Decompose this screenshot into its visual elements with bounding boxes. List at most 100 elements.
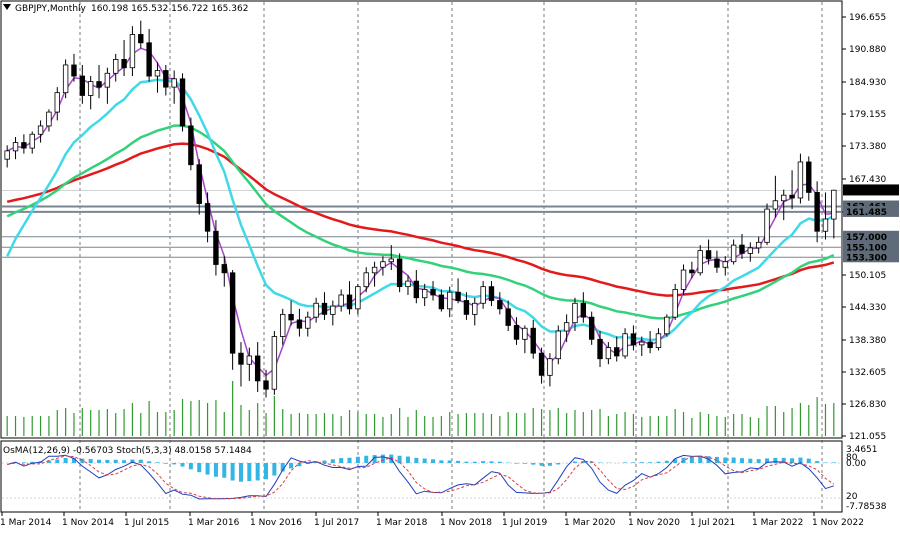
- time-axis-label: 1 Mar 2020: [564, 518, 616, 528]
- osma-bar: [355, 456, 360, 463]
- candle-body: [563, 322, 570, 332]
- candle-body: [62, 64, 69, 94]
- osma-bar: [756, 459, 761, 463]
- osc-axis-label: 20: [846, 492, 858, 502]
- candle-body: [213, 230, 219, 265]
- osma-bar: [205, 463, 210, 475]
- osma-bar: [831, 462, 836, 463]
- time-axis-label: 1 Jul 2019: [502, 518, 547, 528]
- candle-body: [355, 286, 361, 310]
- candle-body: [330, 305, 336, 315]
- osma-bar: [698, 456, 703, 463]
- candle-body: [79, 75, 86, 96]
- price-tag-box: [843, 251, 899, 263]
- candle-body: [405, 280, 411, 288]
- candle-body: [522, 327, 528, 340]
- candle-body: [37, 125, 44, 135]
- osma-bar: [689, 457, 694, 463]
- time-axis-label: 1 Nov 2014: [62, 518, 114, 528]
- candle-body: [21, 142, 27, 149]
- osma-bar: [297, 463, 302, 467]
- osma-bar: [347, 457, 352, 463]
- osma-bar: [230, 463, 235, 481]
- candle-body: [647, 341, 653, 349]
- price-axis-label: 138.380: [849, 336, 886, 346]
- collapse-triangle-icon[interactable]: [3, 4, 11, 10]
- osma-bar: [765, 458, 770, 463]
- osma-bar: [155, 462, 160, 463]
- candle-body: [831, 189, 837, 220]
- candle-body: [371, 266, 378, 274]
- candle-body: [605, 347, 612, 360]
- candle-body: [580, 302, 587, 318]
- candle-body: [822, 218, 829, 232]
- osma-bar: [46, 460, 51, 463]
- osma-bar: [55, 459, 60, 463]
- candle-body: [204, 203, 211, 232]
- candle-body: [46, 111, 52, 127]
- time-axis-label: 1 Nov 2018: [440, 518, 492, 528]
- candle-body: [705, 250, 712, 260]
- osma-bar: [456, 460, 461, 463]
- price-tag-label: 155.100: [846, 243, 887, 253]
- price-tag-label: 165.362: [846, 186, 887, 196]
- candle-body: [29, 133, 35, 149]
- osma-bar: [272, 463, 277, 476]
- candle-body: [572, 302, 578, 324]
- candle-body: [472, 302, 478, 315]
- candle-body: [363, 272, 369, 288]
- candle-body: [463, 300, 470, 315]
- osma-bar: [247, 463, 252, 482]
- candle-body: [747, 247, 754, 254]
- candle-body: [179, 78, 186, 127]
- osma-bar: [422, 458, 427, 463]
- candle-body: [154, 70, 161, 77]
- osma-bar: [581, 461, 586, 463]
- candles: [4, 20, 837, 398]
- oscillator-pane-frame: [0, 440, 843, 513]
- ema200-line: [6, 142, 835, 297]
- candle-body: [413, 280, 420, 299]
- candle-body: [781, 194, 787, 202]
- candle-body: [113, 59, 119, 74]
- osma-bar: [447, 460, 452, 463]
- candle-body: [54, 92, 60, 113]
- candle-body: [221, 264, 227, 274]
- osma-bar: [113, 459, 118, 463]
- osma-bar: [798, 457, 803, 463]
- price-tag-box: [843, 184, 899, 196]
- osma-bar: [681, 457, 686, 463]
- price-tag-box: [843, 230, 899, 242]
- osma-bar: [213, 463, 218, 477]
- osma-bar: [639, 462, 644, 463]
- osma-bar: [673, 459, 678, 463]
- time-axis-label: 1 Mar 2014: [0, 518, 52, 528]
- candle-body: [138, 34, 144, 44]
- osma-bar: [147, 461, 152, 463]
- candle-body: [87, 81, 94, 96]
- osma-bar: [330, 459, 335, 463]
- candle-body: [313, 302, 319, 318]
- osma-bar: [806, 458, 811, 463]
- osma-bar: [522, 463, 527, 464]
- candle-body: [71, 64, 77, 77]
- osma-bar: [431, 459, 436, 463]
- osma-bar: [623, 462, 628, 463]
- osma-bar: [280, 463, 285, 472]
- ema50-line: [6, 78, 835, 342]
- osma-bar: [731, 457, 736, 463]
- osma-bar: [631, 462, 636, 463]
- price-tag-label: 157.000: [846, 233, 887, 243]
- candle-body: [739, 244, 745, 254]
- osma-bar: [489, 461, 494, 463]
- osma-bar: [30, 461, 35, 463]
- osma-bar: [364, 455, 369, 463]
- price-axis-label: 121.055: [849, 432, 886, 442]
- candle-body: [121, 59, 127, 69]
- stoch-signal-line: [7, 455, 835, 500]
- time-axis-label: 1 Mar 2016: [188, 518, 240, 528]
- time-axis-label: 1 Nov 2020: [628, 518, 680, 528]
- candle-body: [346, 294, 353, 310]
- osma-bar: [464, 461, 469, 463]
